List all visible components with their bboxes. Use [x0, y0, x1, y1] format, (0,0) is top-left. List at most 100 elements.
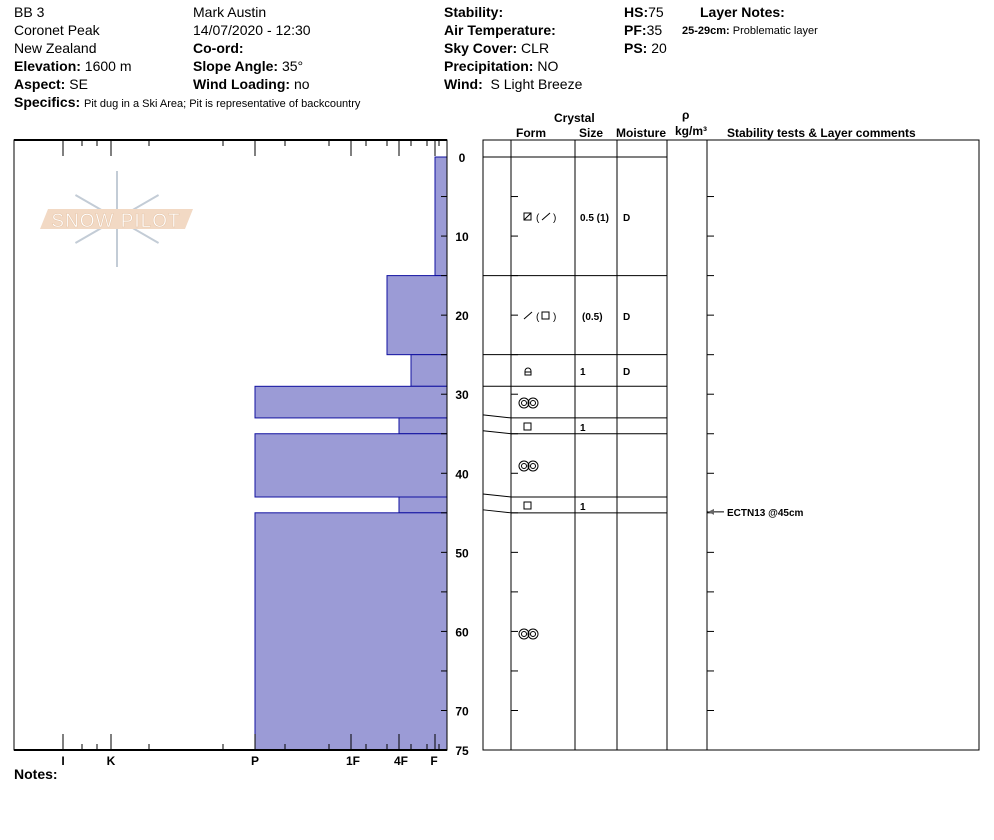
wind-label: Wind: [444, 76, 483, 92]
logo-text: SNOW PILOT [51, 211, 180, 232]
slope-label: Slope Angle: [193, 58, 279, 74]
crystal-header: Crystal [554, 111, 595, 125]
melt-forms-icon [527, 460, 539, 472]
hardness-bar [398, 417, 448, 435]
decomposing-icon [523, 311, 533, 320]
layer-note: 25-29cm: Problematic layer [682, 22, 818, 40]
hardness-bar [386, 275, 448, 356]
depth-label: 40 [455, 467, 469, 481]
melt-forms-icon [518, 460, 530, 472]
coord-label: Co-ord: [193, 40, 244, 56]
stability-test-result: ECTN13 @45cm [727, 508, 804, 519]
depth-label: 50 [455, 546, 469, 560]
aspect-row: Aspect: SE [14, 75, 88, 93]
logo-band [40, 209, 193, 229]
location: Coronet Peak [14, 22, 100, 38]
decomposing-icon [541, 212, 551, 221]
precip-label: Precipitation: [444, 58, 534, 74]
faceted-rounded-icon [523, 212, 532, 221]
pf-value: 35 [646, 22, 663, 38]
paren: ( [536, 312, 540, 323]
specifics-label: Specifics: [14, 94, 81, 110]
hs-label: HS: [624, 4, 649, 20]
observer: Mark Austin [193, 4, 267, 20]
country: New Zealand [14, 40, 97, 56]
depth-label: 20 [455, 309, 469, 323]
faceted-rounded-icon [523, 212, 532, 221]
size-header: Size [579, 126, 604, 140]
pit-name: BB 3 [14, 4, 45, 20]
hardness-bar [254, 433, 448, 498]
paren: ) [553, 213, 556, 224]
ps-row: PS: 20 [624, 39, 667, 57]
depth-label: 70 [455, 704, 469, 718]
melt-forms-icon [521, 463, 527, 469]
hardness-bar [410, 354, 448, 387]
crystal-size: 1 [580, 423, 586, 434]
pf-label: PF: [624, 22, 647, 38]
hs-row: HS:75 [624, 3, 664, 21]
melt-forms-icon [521, 400, 527, 406]
melt-forms-icon [530, 463, 536, 469]
hardness-label: F [430, 754, 437, 768]
wind-loading-label: Wind Loading: [193, 76, 291, 92]
hardness-bar [254, 512, 448, 751]
wind-value: S Light Breeze [490, 76, 583, 92]
depth-hoar-icon [524, 367, 532, 376]
moisture-header: Moisture [616, 126, 667, 140]
moisture-value: D [623, 312, 630, 323]
hardness-label: 1F [346, 754, 360, 768]
hardness-label: I [61, 754, 64, 768]
crystal-size: (0.5) [582, 312, 603, 323]
melt-forms-icon [521, 631, 527, 637]
depth-label: 0 [459, 151, 466, 165]
crystal-size: 1 [580, 367, 586, 378]
sky-value: CLR [521, 40, 550, 56]
hardness-bar [254, 385, 448, 419]
elevation-row: Elevation: 1600 m [14, 57, 132, 75]
density-unit-header: kg/m³ [675, 124, 708, 138]
notes-label: Notes: [14, 766, 58, 782]
melt-forms-icon [530, 400, 536, 406]
moisture-value: D [623, 367, 630, 378]
paren: ( [536, 213, 540, 224]
sky-row: Sky Cover: CLR [444, 39, 549, 57]
layer-table-frame [482, 139, 980, 751]
hardness-label: 4F [394, 754, 408, 768]
depth-label: 75 [455, 744, 469, 758]
layer-note-range: 25-29cm: [682, 25, 730, 37]
slope-value: 35° [281, 58, 304, 74]
aspect-label: Aspect: [14, 76, 66, 92]
layer-boundary-link [482, 509, 512, 514]
melt-forms-icon [527, 628, 539, 640]
specifics-value: Pit dug in a Ski Area; Pit is representa… [84, 98, 361, 110]
precip-row: Precipitation: NO [444, 57, 558, 75]
depth-label: 10 [455, 230, 469, 244]
faceted-icon [523, 501, 532, 510]
ps-label: PS: [624, 40, 648, 56]
arrow-left-icon [708, 508, 714, 515]
precip-value: NO [537, 58, 559, 74]
hardness-bar [398, 496, 448, 514]
form-header: Form [516, 126, 546, 140]
melt-forms-icon [518, 628, 530, 640]
aspect-value: SE [69, 76, 88, 92]
faceted-icon [541, 311, 550, 320]
hardness-label: P [251, 754, 259, 768]
moisture-value: D [623, 213, 630, 224]
elevation-value: 1600 m [84, 58, 132, 74]
elevation-label: Elevation: [14, 58, 81, 74]
faceted-icon [523, 422, 532, 431]
hardness-label: K [107, 754, 116, 768]
specifics-row: Specifics: Pit dug in a Ski Area; Pit is… [14, 93, 360, 113]
wind-loading-row: Wind Loading: no [193, 75, 310, 93]
rho-header: ρ [682, 108, 690, 122]
wind-loading-value: no [293, 76, 310, 92]
paren: ) [553, 312, 556, 323]
wind-row: Wind: S Light Breeze [444, 75, 582, 93]
hardness-bar [434, 156, 448, 277]
layer-notes-label: Layer Notes: [700, 4, 785, 20]
depth-label: 60 [455, 625, 469, 639]
